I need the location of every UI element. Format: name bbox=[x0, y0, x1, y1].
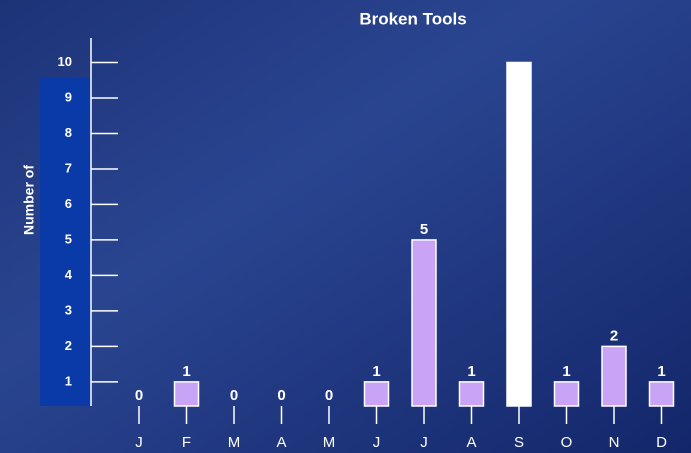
data-label: 0 bbox=[230, 387, 238, 404]
y-axis-label: Number of bbox=[21, 165, 37, 235]
y-tick-label: 8 bbox=[65, 125, 72, 140]
x-tick-label: D bbox=[656, 434, 667, 451]
x-tick-label: A bbox=[276, 434, 286, 451]
bar bbox=[553, 381, 580, 407]
data-label: 1 bbox=[182, 363, 190, 380]
x-tick-label: J bbox=[373, 434, 381, 451]
x-tick-label: O bbox=[561, 434, 573, 451]
x-tick-label: J bbox=[135, 434, 143, 451]
bar bbox=[363, 381, 390, 407]
bar bbox=[648, 381, 675, 407]
data-label: 5 bbox=[420, 221, 428, 238]
data-label: 0 bbox=[277, 387, 285, 404]
bar bbox=[173, 381, 200, 407]
data-label: 0 bbox=[135, 387, 143, 404]
y-tick-label: 1 bbox=[65, 373, 72, 388]
y-tick-label: 4 bbox=[65, 267, 73, 282]
chart-title: Broken Tools bbox=[359, 9, 466, 28]
y-tick-label: 2 bbox=[65, 338, 72, 353]
y-tick-label: 10 bbox=[58, 54, 72, 69]
bar bbox=[506, 61, 532, 407]
y-label-box bbox=[40, 78, 91, 406]
data-label: 1 bbox=[467, 363, 475, 380]
y-tick-label: 9 bbox=[65, 89, 72, 104]
x-tick-label: A bbox=[466, 434, 476, 451]
x-tick-label: S bbox=[514, 434, 524, 451]
bar bbox=[411, 239, 437, 407]
x-tick-label: N bbox=[609, 434, 620, 451]
y-tick-label: 5 bbox=[65, 231, 72, 246]
y-tick-label: 6 bbox=[65, 196, 72, 211]
y-tick-label: 3 bbox=[65, 302, 72, 317]
x-tick-label: M bbox=[323, 434, 336, 451]
bar bbox=[601, 345, 627, 407]
data-label: 0 bbox=[325, 387, 333, 404]
data-label: 1 bbox=[562, 363, 570, 380]
x-tick-label: F bbox=[182, 434, 191, 451]
data-label: 2 bbox=[610, 327, 618, 344]
x-tick-label: M bbox=[228, 434, 241, 451]
data-label: 1 bbox=[372, 363, 380, 380]
data-label: 1 bbox=[657, 363, 665, 380]
bar bbox=[458, 381, 485, 407]
y-tick-label: 7 bbox=[65, 160, 72, 175]
x-tick-label: J bbox=[420, 434, 428, 451]
